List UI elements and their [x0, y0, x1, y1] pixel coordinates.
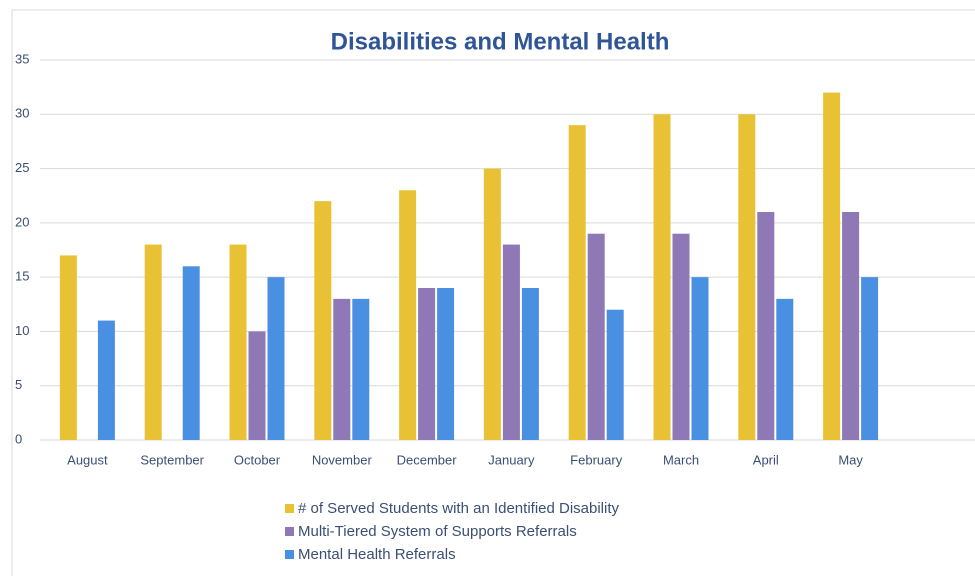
bar — [314, 201, 332, 440]
x-tick-label: May — [838, 452, 863, 467]
y-tick-label: 5 — [15, 377, 22, 392]
y-tick-label: 20 — [15, 214, 29, 229]
x-tick-label: March — [663, 452, 699, 467]
bar — [653, 114, 671, 441]
legend-label: Mental Health Referrals — [298, 546, 456, 563]
y-tick-label: 15 — [15, 269, 29, 284]
bar — [502, 244, 520, 440]
x-tick-label: September — [140, 452, 204, 467]
y-tick-label: 25 — [15, 160, 29, 175]
chart-border — [11, 9, 975, 576]
bar — [568, 125, 586, 441]
bar — [842, 212, 860, 440]
y-tick-label: 35 — [15, 51, 29, 66]
bar — [776, 298, 794, 440]
y-tick-label: 10 — [15, 323, 29, 338]
bar — [59, 255, 77, 440]
chart-title: Disabilities and Mental Health — [331, 28, 670, 55]
x-tick-label: November — [312, 452, 373, 467]
bar — [823, 92, 841, 441]
bar — [672, 233, 690, 440]
x-tick-label: August — [67, 452, 108, 467]
bar — [267, 277, 285, 440]
legend-swatch — [285, 550, 294, 559]
x-tick-label: December — [397, 452, 458, 467]
y-tick-label: 30 — [15, 106, 29, 121]
legend-swatch — [285, 504, 294, 513]
bar — [333, 298, 351, 440]
bar — [418, 288, 436, 440]
y-tick-label: 0 — [15, 431, 22, 446]
x-tick-label: January — [488, 452, 535, 467]
bar — [248, 331, 266, 440]
x-tick-label: February — [570, 452, 623, 467]
bar — [521, 288, 539, 440]
bar — [861, 277, 879, 440]
bar — [483, 168, 501, 441]
bar — [757, 212, 775, 440]
bar — [144, 244, 162, 440]
legend-swatch — [285, 527, 294, 536]
legend-label: Multi-Tiered System of Supports Referral… — [298, 523, 577, 540]
bar — [437, 288, 455, 440]
bar — [606, 309, 624, 440]
legend-label: # of Served Students with an Identified … — [298, 500, 620, 517]
bar — [399, 190, 417, 440]
bar — [352, 298, 370, 440]
bar — [587, 233, 605, 440]
x-tick-label: October — [234, 452, 281, 467]
bar — [738, 114, 756, 441]
bar — [182, 266, 200, 440]
bar — [691, 277, 709, 440]
bar — [229, 244, 247, 440]
x-tick-label: April — [753, 452, 779, 467]
bar — [97, 320, 115, 440]
